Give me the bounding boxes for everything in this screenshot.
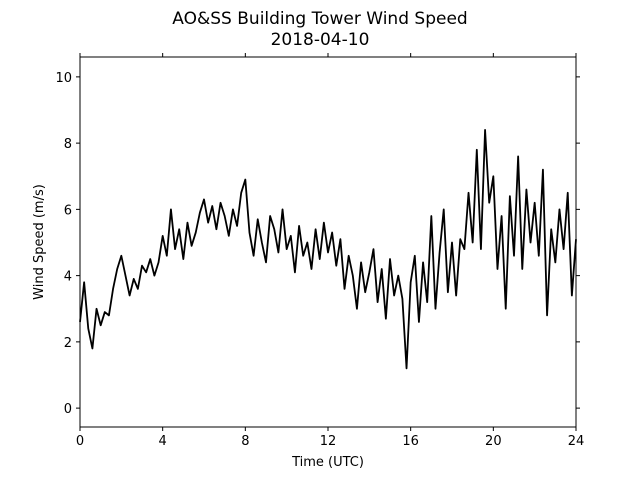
x-tick-label: 20 [485, 434, 502, 449]
y-tick-label: 4 [64, 270, 72, 285]
y-tick-label: 10 [55, 71, 72, 86]
x-tick-label: 16 [402, 434, 419, 449]
chart-subtitle: 2018-04-10 [271, 30, 370, 50]
x-tick-label: 4 [159, 434, 167, 449]
y-axis-label: Wind Speed (m/s) [32, 184, 47, 300]
x-tick-label: 12 [320, 434, 337, 449]
x-tick-label: 24 [568, 434, 585, 449]
x-axis-label: Time (UTC) [291, 455, 364, 470]
data-line [79, 128, 577, 370]
y-tick-label: 2 [64, 336, 72, 351]
y-tick-label: 0 [64, 402, 72, 417]
y-tick-label: 6 [64, 203, 72, 218]
y-tick-label: 8 [64, 137, 72, 152]
plot-frame [79, 56, 577, 428]
x-tick-label: 8 [241, 434, 249, 449]
x-tick-label: 0 [76, 434, 84, 449]
chart-title: AO&SS Building Tower Wind Speed [172, 9, 467, 29]
